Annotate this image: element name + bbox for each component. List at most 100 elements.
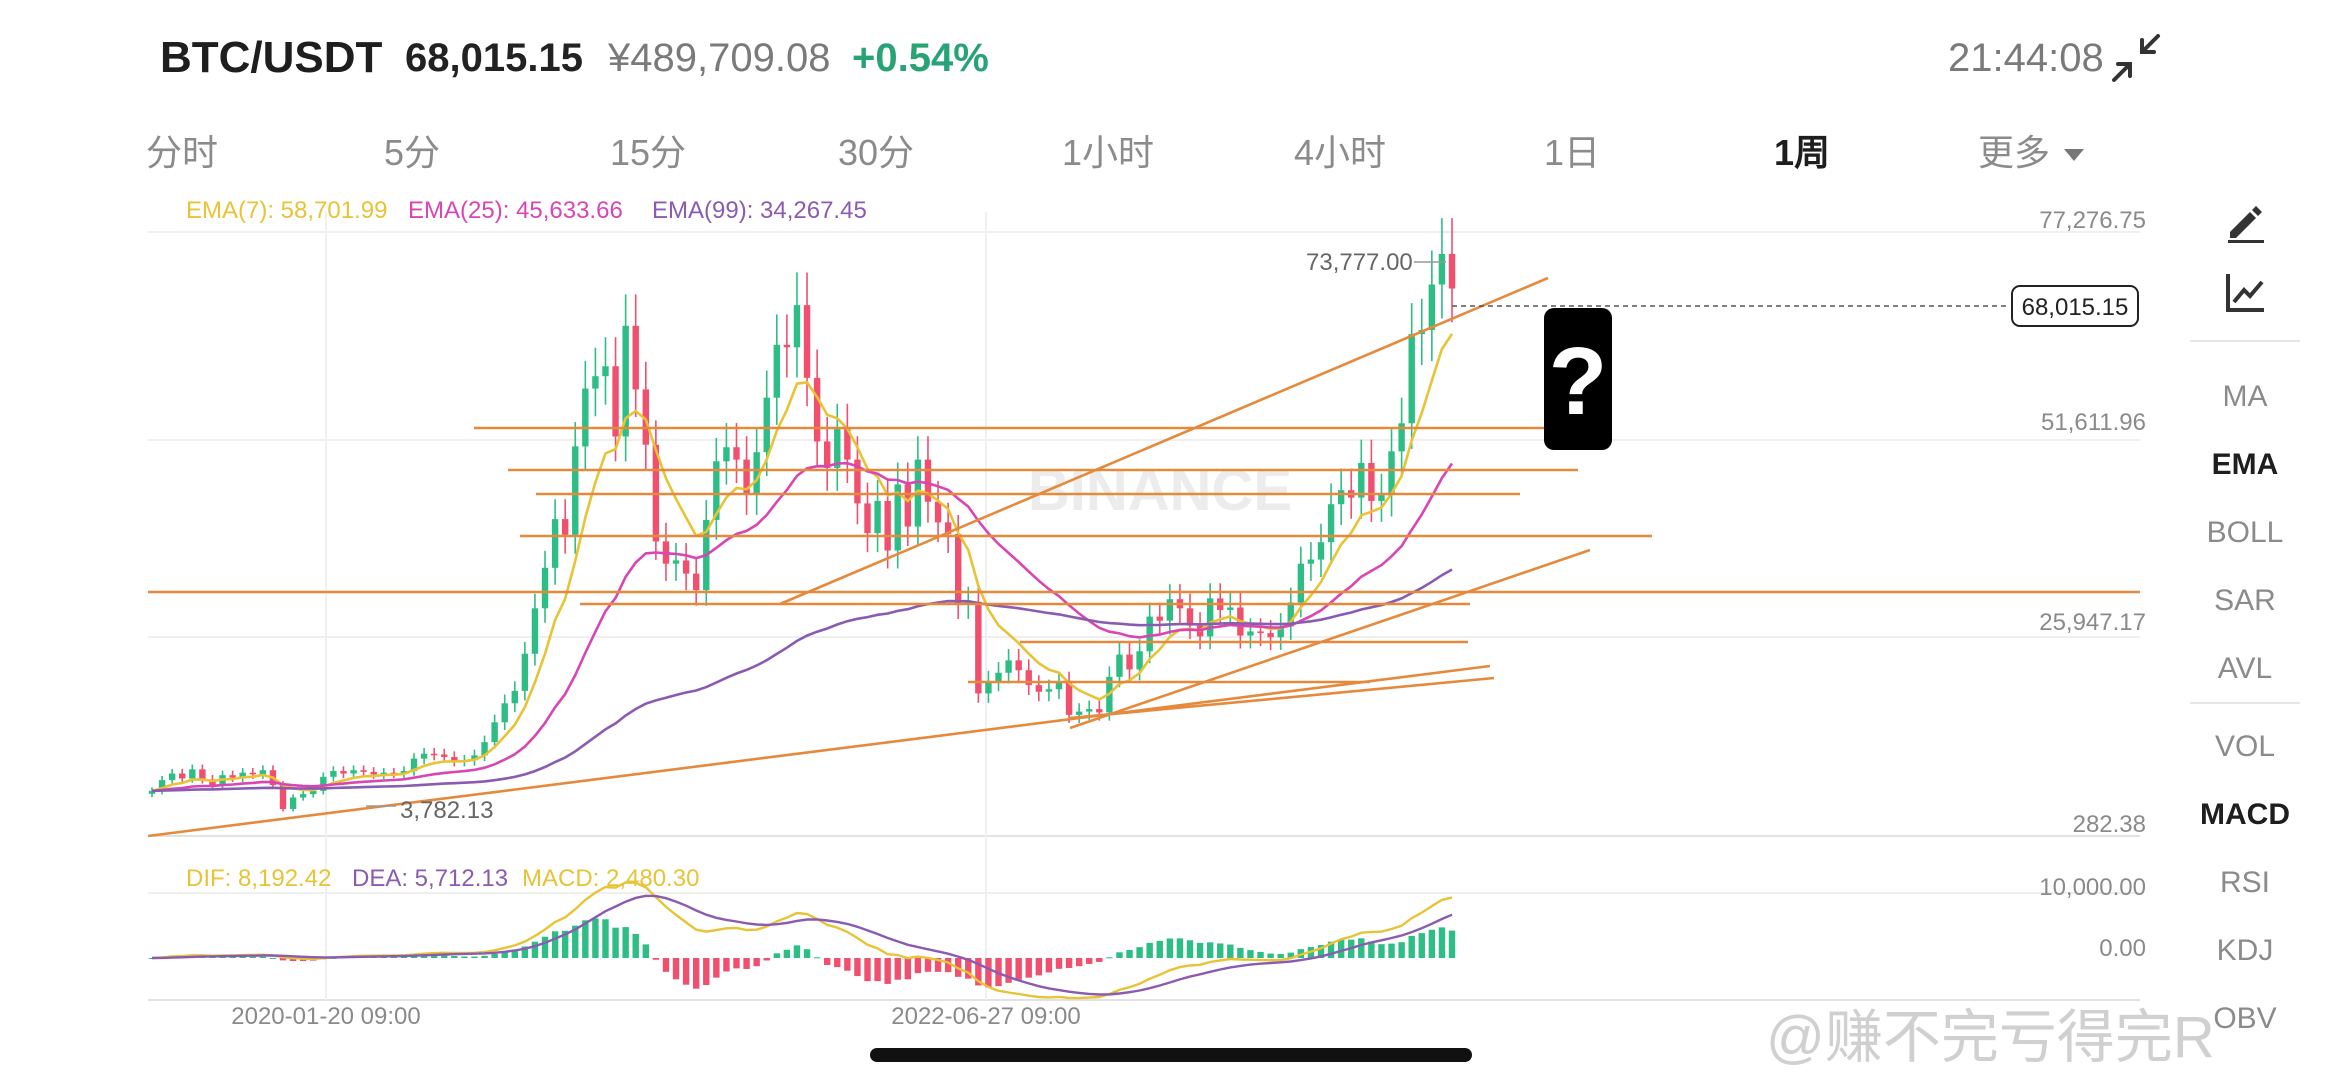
tab-interval[interactable]: 15分: [610, 132, 687, 173]
tab-interval[interactable]: 30分: [838, 132, 915, 173]
time-axis-label: 2022-06-27 09:00: [891, 1003, 1081, 1030]
indicator-ma[interactable]: MA: [2222, 380, 2268, 413]
macd-bar: [975, 958, 982, 986]
price-cny: ¥489,709.08: [608, 36, 831, 80]
macd-bar: [400, 956, 408, 958]
macd-bar: [1227, 944, 1234, 958]
trading-pair[interactable]: BTC/USDT: [160, 33, 383, 82]
macd-bar: [622, 927, 629, 958]
chart-line-icon[interactable]: [2220, 268, 2270, 318]
indicator-rsi[interactable]: RSI: [2219, 866, 2270, 899]
macd-bar: [430, 955, 438, 958]
macd-bar: [743, 958, 750, 969]
macd-bar: [491, 954, 498, 958]
macd-bar: [531, 941, 539, 958]
candle-body: [723, 447, 730, 462]
indicator-avl[interactable]: AVL: [2217, 652, 2273, 685]
period-low-label: 3,782.13: [400, 797, 493, 824]
candle-body: [521, 653, 529, 691]
collapse-icon[interactable]: [2110, 32, 2162, 84]
candle-body: [1267, 633, 1274, 638]
macd-bar: [703, 958, 710, 986]
candle-body: [632, 325, 639, 390]
candle-body: [491, 722, 498, 743]
candle-body: [420, 753, 428, 759]
macd-bar: [1055, 958, 1063, 969]
indicator-kdj[interactable]: KDJ: [2216, 934, 2274, 967]
macd-bar: [1317, 945, 1325, 958]
macd-bar: [692, 958, 700, 989]
macd-bar: [652, 958, 660, 960]
tab-more-label: 更多: [1978, 132, 2051, 173]
tab-interval-active[interactable]: 1周: [1774, 132, 1831, 173]
price-axis-label: 51,611.96: [2041, 409, 2146, 436]
indicator-obv[interactable]: OBV: [2213, 1002, 2277, 1035]
candle-body: [158, 780, 166, 791]
macd-bar: [229, 956, 236, 958]
macd-bar: [793, 945, 801, 958]
candle-body: [1227, 607, 1234, 610]
macd-bar: [612, 927, 619, 958]
candle-body: [551, 519, 559, 568]
macd-bar: [1327, 941, 1335, 958]
tab-interval[interactable]: 分时: [146, 132, 219, 173]
indicator-ema[interactable]: EMA: [2211, 448, 2279, 481]
tab-interval[interactable]: 1小时: [1062, 132, 1155, 173]
macd-bar: [1015, 958, 1022, 980]
chevron-down-icon: [2064, 149, 2085, 162]
macd-bar: [420, 955, 428, 958]
macd-bar: [1388, 943, 1395, 958]
macd-bar: [410, 956, 418, 958]
macd-bar: [682, 958, 690, 985]
candle-body: [713, 461, 720, 520]
last-price: 68,015.15: [405, 36, 583, 80]
price-chart[interactable]: BINANCE 77,276.75 51,611.96 25,947.17 282.38…: [0, 0, 2190, 1060]
candle-body: [803, 305, 811, 378]
pencil-icon[interactable]: [2220, 196, 2270, 246]
macd-bar: [874, 958, 881, 982]
tab-interval[interactable]: 1日: [1544, 132, 1601, 173]
macd-bar: [672, 958, 680, 980]
candle-body: [1206, 598, 1214, 637]
indicator-vol[interactable]: VOL: [2214, 730, 2276, 763]
candle-body: [1448, 253, 1456, 289]
macd-bar: [823, 958, 831, 965]
indicator-sar[interactable]: SAR: [2214, 584, 2276, 617]
candle-body: [844, 429, 851, 460]
macd-axis-label: 0.00: [2099, 935, 2146, 962]
tab-more[interactable]: 更多: [1978, 126, 2085, 180]
clock-time: 21:44:08: [1948, 36, 2104, 80]
candle-body: [1327, 504, 1335, 543]
macd-dea-line: [151, 894, 1453, 996]
candle-body: [1368, 462, 1375, 501]
macd-bar: [733, 958, 740, 969]
ema25-line: [151, 461, 1454, 793]
tab-interval[interactable]: 4小时: [1294, 132, 1387, 173]
macd-bar: [1075, 958, 1083, 967]
macd-bar: [1045, 958, 1053, 973]
candle-body: [179, 773, 186, 779]
candle-body: [1126, 654, 1133, 670]
macd-bar: [1217, 943, 1224, 958]
macd-bar: [753, 958, 760, 967]
candle-body: [1378, 495, 1385, 501]
candle-body: [1428, 284, 1436, 330]
candle-body: [360, 770, 367, 772]
tab-interval[interactable]: 5分: [384, 132, 441, 173]
legend-ema99: EMA(99): 34,267.45: [652, 197, 867, 224]
macd-bar: [1398, 942, 1405, 958]
indicator-boll[interactable]: BOLL: [2206, 516, 2284, 549]
macd-bar: [1237, 947, 1244, 958]
period-high-label: 73,777.00: [1306, 249, 1413, 276]
home-indicator[interactable]: [870, 1048, 1472, 1062]
macd-bar: [461, 956, 468, 958]
candle-body: [874, 500, 881, 534]
macd-bar: [1005, 958, 1012, 983]
candle-body: [985, 680, 992, 694]
macd-bar: [451, 956, 458, 958]
indicator-macd[interactable]: MACD: [2200, 798, 2290, 831]
macd-bar: [1096, 958, 1103, 962]
candle-body: [692, 573, 700, 591]
macd-bar: [632, 933, 639, 958]
macd-bar: [249, 956, 256, 958]
